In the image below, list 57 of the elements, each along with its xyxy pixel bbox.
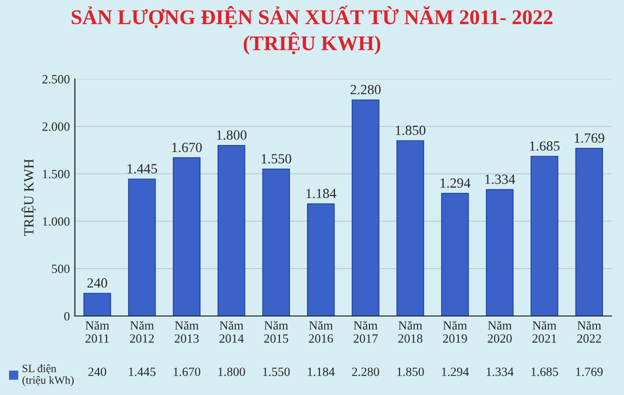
text: 2.280	[350, 84, 381, 94]
data-label: 1.685	[531, 368, 558, 376]
y-tick-label: 500	[52, 264, 70, 274]
text: 1.685	[530, 141, 560, 151]
x-tick-label: Năm 2012	[130, 320, 154, 343]
x-tick-label: Năm 2016	[308, 320, 333, 343]
bar	[128, 178, 156, 316]
data-label: 1.334	[486, 368, 514, 376]
text: 1.850	[396, 126, 426, 136]
x-tick-label: Năm 2011	[85, 320, 110, 343]
text: 1.550	[262, 154, 292, 164]
text: 1.445	[128, 164, 158, 174]
text: 1.184	[306, 188, 336, 198]
data-label: 1.670	[174, 368, 200, 376]
x-tick-label: Năm 2021	[532, 320, 556, 343]
text: 1.334	[485, 174, 516, 184]
bar	[396, 140, 424, 316]
bar	[486, 189, 514, 316]
x-tick-label: Năm 2019	[443, 320, 467, 343]
y-tick-label: 0	[64, 312, 70, 320]
bar	[441, 192, 469, 316]
text: 1.769	[574, 133, 604, 143]
text: 1.800	[216, 130, 246, 140]
x-tick-label: Năm 2013	[174, 320, 199, 343]
data-label: 1.850	[397, 368, 424, 376]
x-tick-label: Năm 2014	[219, 320, 244, 343]
data-label: 1.769	[576, 368, 603, 376]
bar	[218, 144, 246, 316]
bar	[575, 148, 603, 316]
data-label: 1.800	[218, 368, 245, 376]
bar	[530, 156, 558, 316]
x-tick-label: Năm 2018	[398, 320, 422, 343]
y-tick-label: 2.500	[42, 75, 70, 84]
y-tick-label: 1.500	[42, 170, 70, 178]
data-label: 2.280	[352, 368, 380, 376]
y-tick-label: 1.000	[42, 217, 70, 226]
bar	[307, 203, 335, 316]
bar	[352, 99, 380, 316]
y-tick-label: 2.000	[42, 122, 70, 131]
x-tick-label: Năm 2015	[264, 320, 288, 343]
x-tick-label: Năm 2020	[488, 320, 512, 343]
text: 240	[87, 278, 108, 288]
legend-label: SL điện (triệu kWh)	[22, 364, 74, 386]
text: 1.294	[440, 178, 470, 188]
data-label: 1.550	[263, 368, 290, 376]
chart-title: SẢN LƯỢNG ĐIỆN SẢN XUẤT TỪ NĂM 2011- 2022 (TRIỆU KWH)	[72, 6, 552, 55]
data-label: 1.445	[128, 368, 156, 376]
data-label: 240	[88, 368, 106, 376]
data-label: 1.294	[442, 368, 469, 376]
data-label: 1.184	[308, 368, 335, 376]
bar	[172, 157, 201, 316]
x-tick-label: Năm 2022	[577, 320, 602, 343]
x-tick-label: Năm 2017	[354, 320, 378, 343]
y-axis-title: TRIỆU KWH	[21, 159, 36, 236]
text: 1.670	[172, 142, 202, 152]
bar	[262, 168, 290, 316]
bar	[83, 292, 112, 316]
